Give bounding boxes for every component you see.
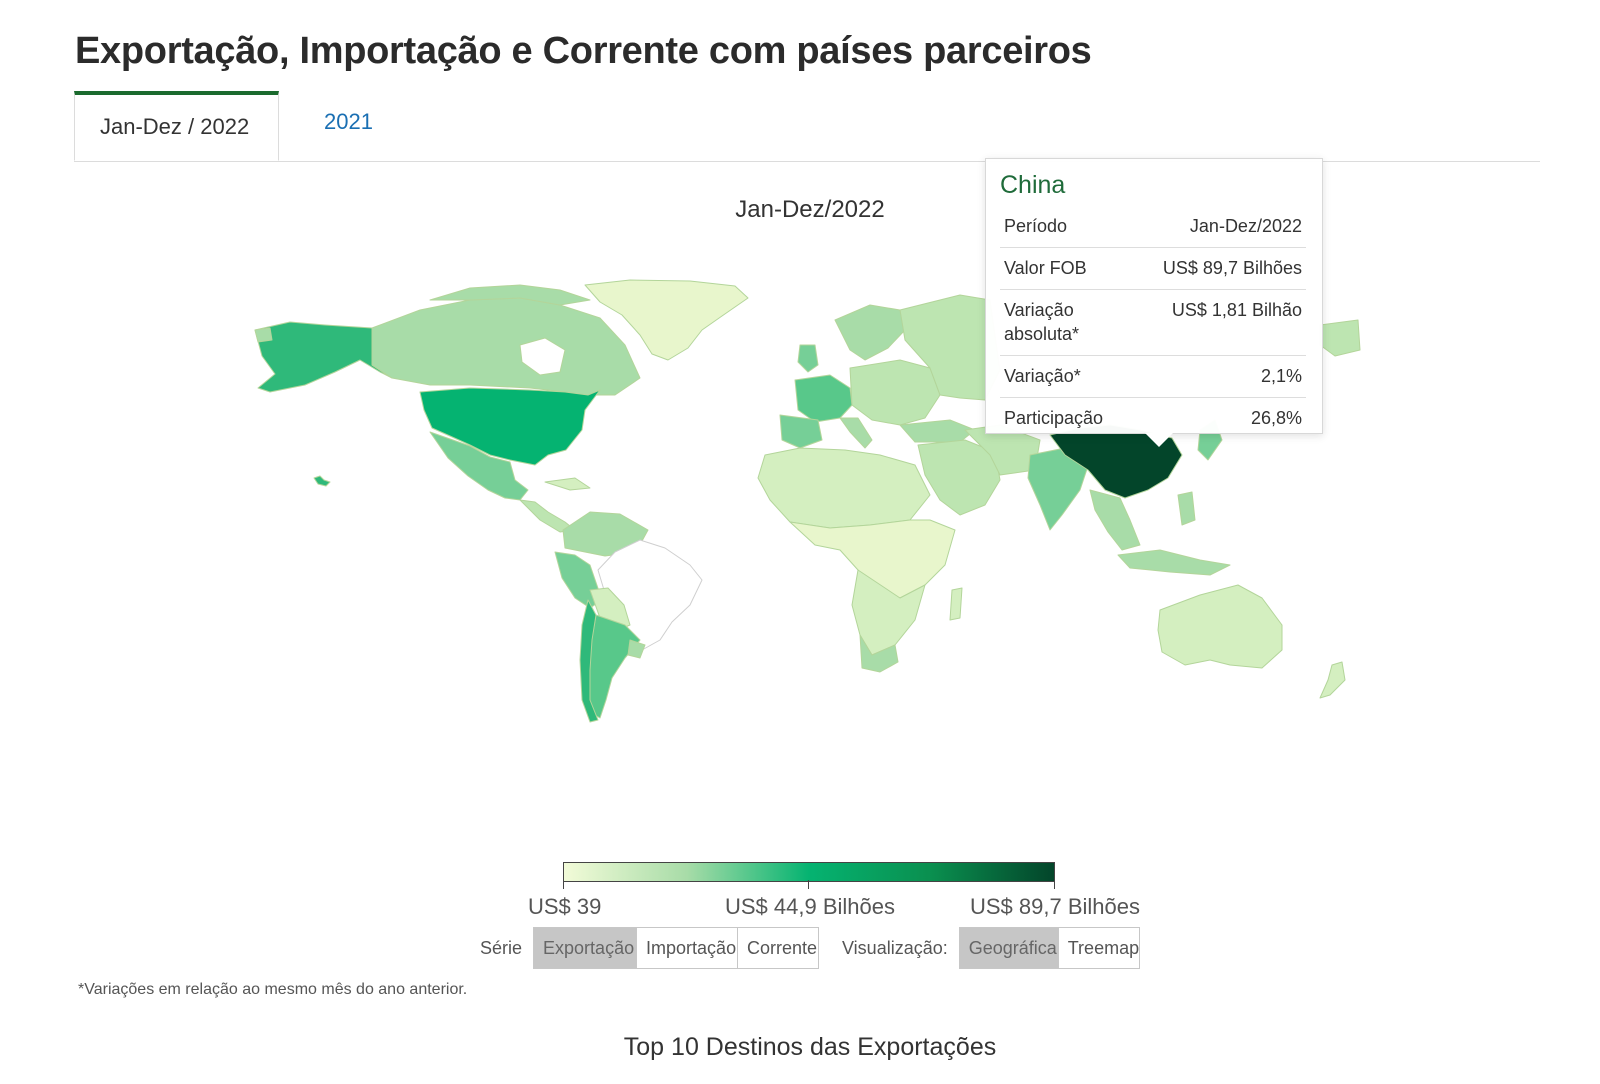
tooltip-value-variacao: 2,1% [1128,355,1306,398]
region-uruguay[interactable] [627,639,646,659]
region-north-africa[interactable] [757,447,931,529]
legend-max-label: US$ 89,7 Bilhões [970,894,1140,919]
region-russia[interactable] [899,294,1001,401]
region-greenland[interactable] [584,279,749,361]
tooltip-label-participacao: Participação [1004,408,1104,428]
region-uk[interactable] [797,344,819,373]
view-label: Visualização: [842,937,948,958]
legend-min-label: US$ 39 [528,894,602,919]
tooltip-row: Variação* 2,1% [1000,355,1306,398]
region-usa[interactable] [419,387,601,466]
region-alaska[interactable] [254,321,393,393]
tooltip-value-periodo: Jan-Dez/2022 [1128,206,1306,248]
region-mexico[interactable] [429,431,529,501]
view-selector: Visualização: Geográfica Treemap [842,927,1140,969]
tooltip-country-name: China [1000,171,1066,199]
serie-selector: Série Exportação Importação Corrente [480,927,820,969]
serie-exportacao-button[interactable]: Exportação [533,927,638,969]
tooltip-label-periodo: Período [1000,206,1128,248]
tooltip-row: Participação 26,8% [1000,398,1306,440]
view-geografica-button[interactable]: Geográfica [958,927,1059,969]
hudson-bay [519,337,566,376]
region-southeast-asia[interactable] [1089,489,1141,551]
region-italy[interactable] [839,417,873,449]
tooltip-pointer [1145,433,1173,447]
region-iberia[interactable] [779,414,823,449]
tab-jan-dez-2022[interactable]: Jan-Dez / 2022 [74,91,279,161]
region-caribbean[interactable] [544,477,591,491]
serie-corrente-button[interactable]: Corrente [737,927,820,969]
serie-importacao-button[interactable]: Importação [636,927,739,969]
period-tabs: Jan-Dez / 2022 2021 [74,91,1540,162]
legend-mid-label: US$ 44,9 Bilhões [725,894,895,919]
map-title: Jan-Dez/2022 [735,196,885,223]
tooltip-row: Variação absoluta* US$ 1,81 Bilhão [1000,289,1306,356]
region-arctic-islands[interactable] [429,284,591,306]
tooltip-table: Período Jan-Dez/2022 Valor FOB US$ 89,7 … [1000,206,1306,439]
tooltip-value-variacao-absoluta: US$ 1,81 Bilhão [1128,289,1306,356]
tooltip-row: Período Jan-Dez/2022 [1000,206,1306,248]
region-chile[interactable] [579,599,599,723]
view-treemap-button[interactable]: Treemap [1057,927,1140,969]
page-title: Exportação, Importação e Corrente com pa… [75,30,1092,72]
country-tooltip: China Período Jan-Dez/2022 Valor FOB US$… [985,158,1323,434]
section-title-top10: Top 10 Destinos das Exportações [623,1033,997,1061]
legend-tick-mid [808,880,809,889]
serie-label: Série [480,937,523,958]
tooltip-value-participacao: 26,8% [1250,408,1302,428]
world-choropleth-map [254,279,1361,723]
tooltip-value-valor-fob: US$ 89,7 Bilhões [1128,247,1306,290]
region-west-russia-stub[interactable] [254,327,273,343]
region-philippines[interactable] [1177,491,1196,526]
footnote: *Variações em relação ao mesmo mês do an… [78,981,468,998]
tooltip-label-valor-fob: Valor FOB [1000,247,1128,290]
color-scale-legend [563,862,1055,882]
region-russia-east[interactable] [1319,319,1361,357]
region-turkey[interactable] [899,419,976,443]
region-central-africa[interactable] [789,519,956,599]
region-indonesia[interactable] [1117,549,1231,576]
tooltip-label-variacao: Variação* [1000,355,1128,398]
region-australia[interactable] [1157,584,1283,669]
region-canada[interactable] [371,297,641,396]
region-western-europe[interactable] [794,374,853,423]
tooltip-row: Valor FOB US$ 89,7 Bilhões [1000,247,1306,290]
region-new-zealand[interactable] [1319,661,1346,699]
region-hawaii[interactable] [313,475,331,487]
region-scandinavia[interactable] [834,304,906,361]
legend-tick-min [563,880,564,889]
legend-tick-max [1054,880,1055,889]
tab-2021[interactable]: 2021 [324,109,373,134]
region-middle-east[interactable] [917,439,1001,516]
tooltip-label-variacao-absoluta: Variação absoluta* [1000,289,1128,356]
region-south-africa[interactable] [859,634,899,673]
region-madagascar[interactable] [949,587,963,621]
region-central-europe[interactable] [849,359,941,426]
